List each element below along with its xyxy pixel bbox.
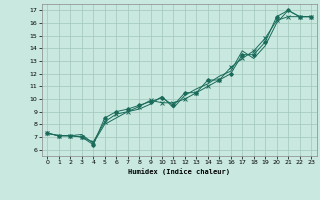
- X-axis label: Humidex (Indice chaleur): Humidex (Indice chaleur): [128, 168, 230, 175]
